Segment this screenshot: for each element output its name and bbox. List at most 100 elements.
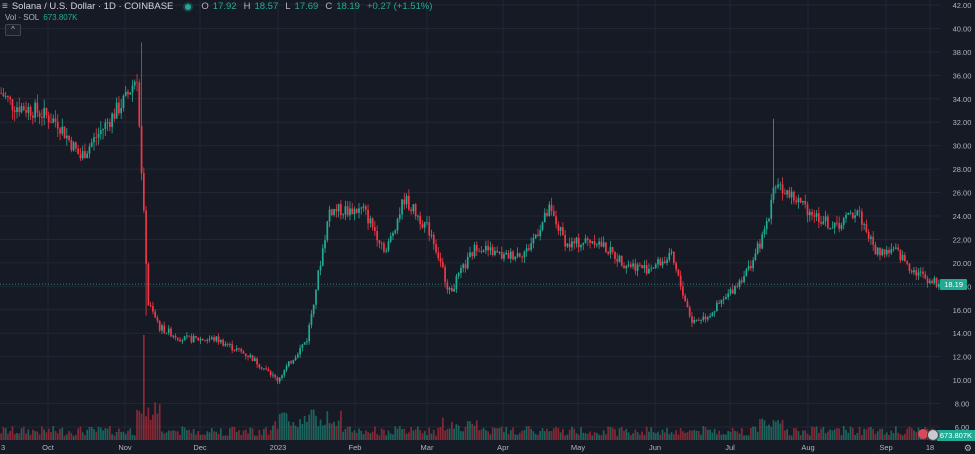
- volume-bar: [500, 426, 503, 440]
- hamburger-icon[interactable]: ≡: [2, 1, 8, 12]
- candle: [287, 361, 290, 367]
- candle: [301, 344, 304, 348]
- candle: [308, 324, 311, 342]
- candle: [528, 248, 530, 250]
- candle: [675, 262, 677, 270]
- volume-bar: [763, 420, 766, 440]
- volume-bar: [353, 430, 356, 440]
- volume-bar: [90, 426, 93, 440]
- candle: [718, 302, 721, 304]
- collapse-legend-button[interactable]: ^: [5, 24, 21, 36]
- volume-bar: [405, 433, 408, 440]
- volume-bar: [525, 426, 528, 440]
- volume-bar: [414, 429, 417, 440]
- candle: [392, 232, 394, 236]
- candle: [487, 245, 489, 251]
- volume-bar: [668, 434, 671, 440]
- volume-bar: [249, 427, 252, 440]
- volume-bar: [827, 431, 829, 440]
- volume-bar: [528, 426, 530, 440]
- volume-bar: [670, 432, 673, 440]
- candle: [709, 315, 711, 318]
- symbol-title[interactable]: Solana / U.S. Dollar · 1D · COINBASE: [11, 1, 174, 12]
- volume-bar: [657, 431, 659, 440]
- volume-bar: [716, 434, 718, 440]
- candle: [70, 139, 73, 151]
- candle: [509, 251, 512, 259]
- candle: [451, 287, 453, 292]
- volume-bar: [888, 435, 890, 440]
- candle: [380, 243, 383, 245]
- candle: [838, 222, 841, 229]
- candle: [659, 259, 662, 266]
- candle: [856, 210, 859, 216]
- volume-bar: [369, 433, 372, 440]
- candle: [190, 336, 193, 343]
- volume-bar: [738, 433, 741, 440]
- volume-bar: [351, 432, 354, 440]
- candle: [539, 230, 542, 237]
- volume-bar: [645, 426, 648, 440]
- x-tick-label: Jul: [725, 443, 735, 452]
- symbol-legend: ≡ Solana / U.S. Dollar · 1D · COINBASE O…: [2, 0, 435, 13]
- volume-bar: [104, 428, 107, 440]
- candle: [648, 268, 650, 274]
- gear-icon[interactable]: ⚙: [963, 443, 972, 453]
- candle: [95, 137, 98, 139]
- candle: [636, 264, 639, 271]
- candle: [795, 200, 798, 203]
- volume-bar: [639, 434, 641, 440]
- volume-bar: [620, 426, 623, 440]
- volume-bar: [224, 435, 227, 440]
- event-flag-icon[interactable]: [918, 429, 928, 439]
- candle: [817, 213, 820, 223]
- candle: [124, 91, 127, 96]
- candle: [625, 265, 628, 269]
- volume-bar: [910, 427, 913, 440]
- candle: [16, 107, 18, 112]
- volume-bar: [774, 421, 777, 440]
- volume-bar: [38, 434, 41, 440]
- volume-bar: [514, 434, 517, 440]
- volume-bar: [521, 430, 523, 440]
- volume-bar: [845, 429, 847, 440]
- volume-bar: [398, 426, 401, 440]
- candle: [367, 209, 369, 224]
- event-flag-icon[interactable]: [927, 429, 939, 441]
- candle: [460, 268, 462, 274]
- volume-bar: [147, 407, 150, 440]
- candle: [183, 336, 186, 341]
- volume-bar: [25, 433, 27, 440]
- volume-bar: [795, 428, 798, 440]
- volume-bar: [376, 434, 378, 440]
- candle: [224, 344, 227, 346]
- candle: [4, 96, 7, 97]
- x-tick-label: Aug: [801, 443, 814, 452]
- candle: [876, 247, 879, 255]
- candle: [389, 235, 392, 242]
- volume-bar: [562, 428, 564, 440]
- volume-bar: [43, 429, 46, 440]
- candle: [684, 295, 687, 302]
- candle: [310, 314, 313, 325]
- candle: [938, 284, 940, 288]
- y-tick-label: 32.00: [953, 118, 972, 127]
- candle: [500, 252, 503, 259]
- volume-bar: [219, 428, 222, 440]
- volume-bar: [337, 420, 340, 440]
- volume-bar: [364, 430, 367, 440]
- candle: [518, 253, 521, 257]
- volume-bar: [743, 435, 745, 440]
- volume-bar: [711, 432, 714, 440]
- volume-bar: [136, 409, 138, 440]
- candle: [657, 259, 659, 265]
- volume-bar: [27, 429, 30, 440]
- candle: [682, 286, 684, 296]
- volume-bar: [127, 430, 129, 440]
- candle: [672, 251, 675, 263]
- candle: [120, 108, 123, 114]
- volume-bar: [564, 435, 566, 440]
- candle: [161, 325, 163, 331]
- change-value: +0.27 (+1.51%): [366, 1, 433, 12]
